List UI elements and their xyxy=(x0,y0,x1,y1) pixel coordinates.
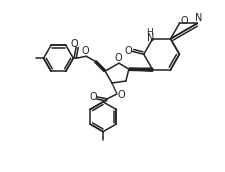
Text: O: O xyxy=(124,46,132,56)
Text: N: N xyxy=(147,33,154,43)
Text: O: O xyxy=(81,46,89,56)
Polygon shape xyxy=(129,68,153,71)
Text: O: O xyxy=(70,39,78,49)
Text: O: O xyxy=(181,16,188,26)
Text: O: O xyxy=(89,92,97,102)
Text: N: N xyxy=(195,13,202,23)
Text: O: O xyxy=(117,90,125,100)
Text: O: O xyxy=(114,53,122,63)
Text: H: H xyxy=(146,28,153,37)
